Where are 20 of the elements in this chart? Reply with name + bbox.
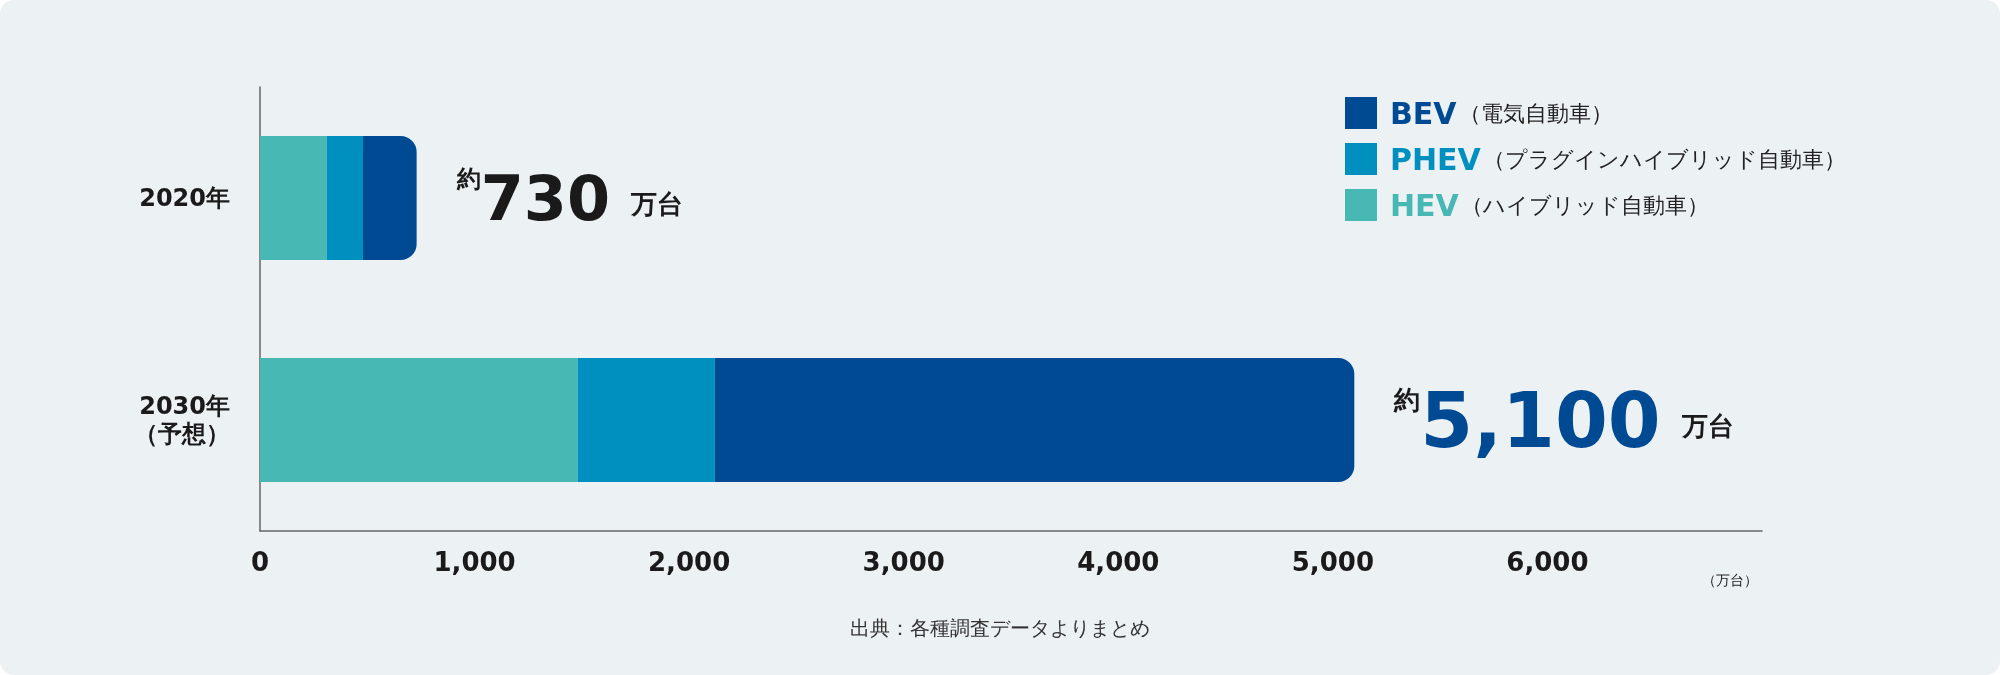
bar [714, 358, 1355, 482]
legend-label: HEV（ハイブリッド自動車） [1390, 187, 1709, 223]
bar [260, 358, 578, 482]
x-tick-label: 0 [250, 547, 270, 577]
x-axis-title: （万台） [1702, 572, 1758, 588]
legend-label: PHEV（プラグインハイブリッド自動車） [1390, 141, 1846, 177]
y-tick-label: 2020年 [139, 184, 230, 212]
source-note: 出典：各種調査データよりまとめ [850, 616, 1150, 640]
legend-label: BEV（電気自動車） [1390, 95, 1613, 131]
bar [362, 136, 417, 260]
x-tick-label: 1,000 [433, 547, 516, 577]
bar [326, 136, 363, 260]
x-tick-label: 3,000 [862, 547, 945, 577]
x-tick-label: 6,000 [1506, 547, 1589, 577]
x-tick-label: 2,000 [648, 547, 731, 577]
x-tick-label: 4,000 [1077, 547, 1160, 577]
x-tick-label: 5,000 [1291, 547, 1374, 577]
y-tick-label: 2030年（予想） [134, 392, 230, 448]
bar [577, 358, 715, 482]
bar [260, 136, 327, 260]
